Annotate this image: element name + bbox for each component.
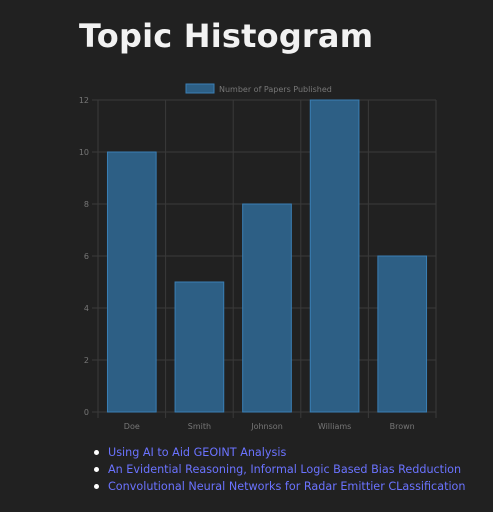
- y-tick-label: 0: [84, 408, 89, 417]
- bar-chart: 0 2 4 6 8 10 12 Doe Smith Johnson Williams Brown Nu…: [79, 83, 437, 431]
- x-tick-label: Doe: [124, 422, 140, 431]
- bar-brown[interactable]: [377, 255, 428, 413]
- y-tick-label: 8: [84, 200, 89, 209]
- x-tick-label: Johnson: [250, 422, 283, 431]
- list-item: An Evidential Reasoning, Informal Logic …: [94, 461, 466, 478]
- page-title: Topic Histogram: [79, 17, 374, 55]
- bar-doe[interactable]: [106, 151, 157, 413]
- bar-smith[interactable]: [174, 281, 225, 413]
- list-item: Convolutional Neural Networks for Radar …: [94, 478, 466, 495]
- x-tick-label: Brown: [390, 422, 415, 431]
- paper-link-2[interactable]: An Evidential Reasoning, Informal Logic …: [108, 463, 462, 476]
- bar-williams[interactable]: [309, 99, 360, 413]
- paper-link-3[interactable]: Convolutional Neural Networks for Radar …: [108, 480, 466, 493]
- chart-axes: 0 2 4 6 8 10 12 Doe Smith Johnson Williams Brown: [79, 96, 415, 431]
- chart-container: 0 2 4 6 8 10 12 Doe Smith Johnson Williams Brown Nu…: [0, 76, 493, 438]
- legend-swatch: [185, 83, 215, 94]
- y-tick-label: 10: [79, 148, 89, 157]
- x-tick-label: Williams: [318, 422, 352, 431]
- paper-link-list: Using AI to Aid GEOINT Analysis An Evide…: [90, 444, 466, 495]
- chart-legend: Number of Papers Published: [185, 83, 332, 94]
- chart-bars: [106, 99, 428, 413]
- y-tick-label: 6: [84, 252, 89, 261]
- paper-link-1[interactable]: Using AI to Aid GEOINT Analysis: [108, 446, 287, 459]
- y-tick-label: 4: [84, 304, 89, 313]
- list-item: Using AI to Aid GEOINT Analysis: [94, 444, 466, 461]
- legend-label[interactable]: Number of Papers Published: [219, 85, 332, 94]
- y-tick-label: 12: [79, 96, 89, 105]
- bar-johnson[interactable]: [242, 203, 292, 413]
- x-tick-label: Smith: [188, 422, 211, 431]
- y-tick-label: 2: [84, 356, 89, 365]
